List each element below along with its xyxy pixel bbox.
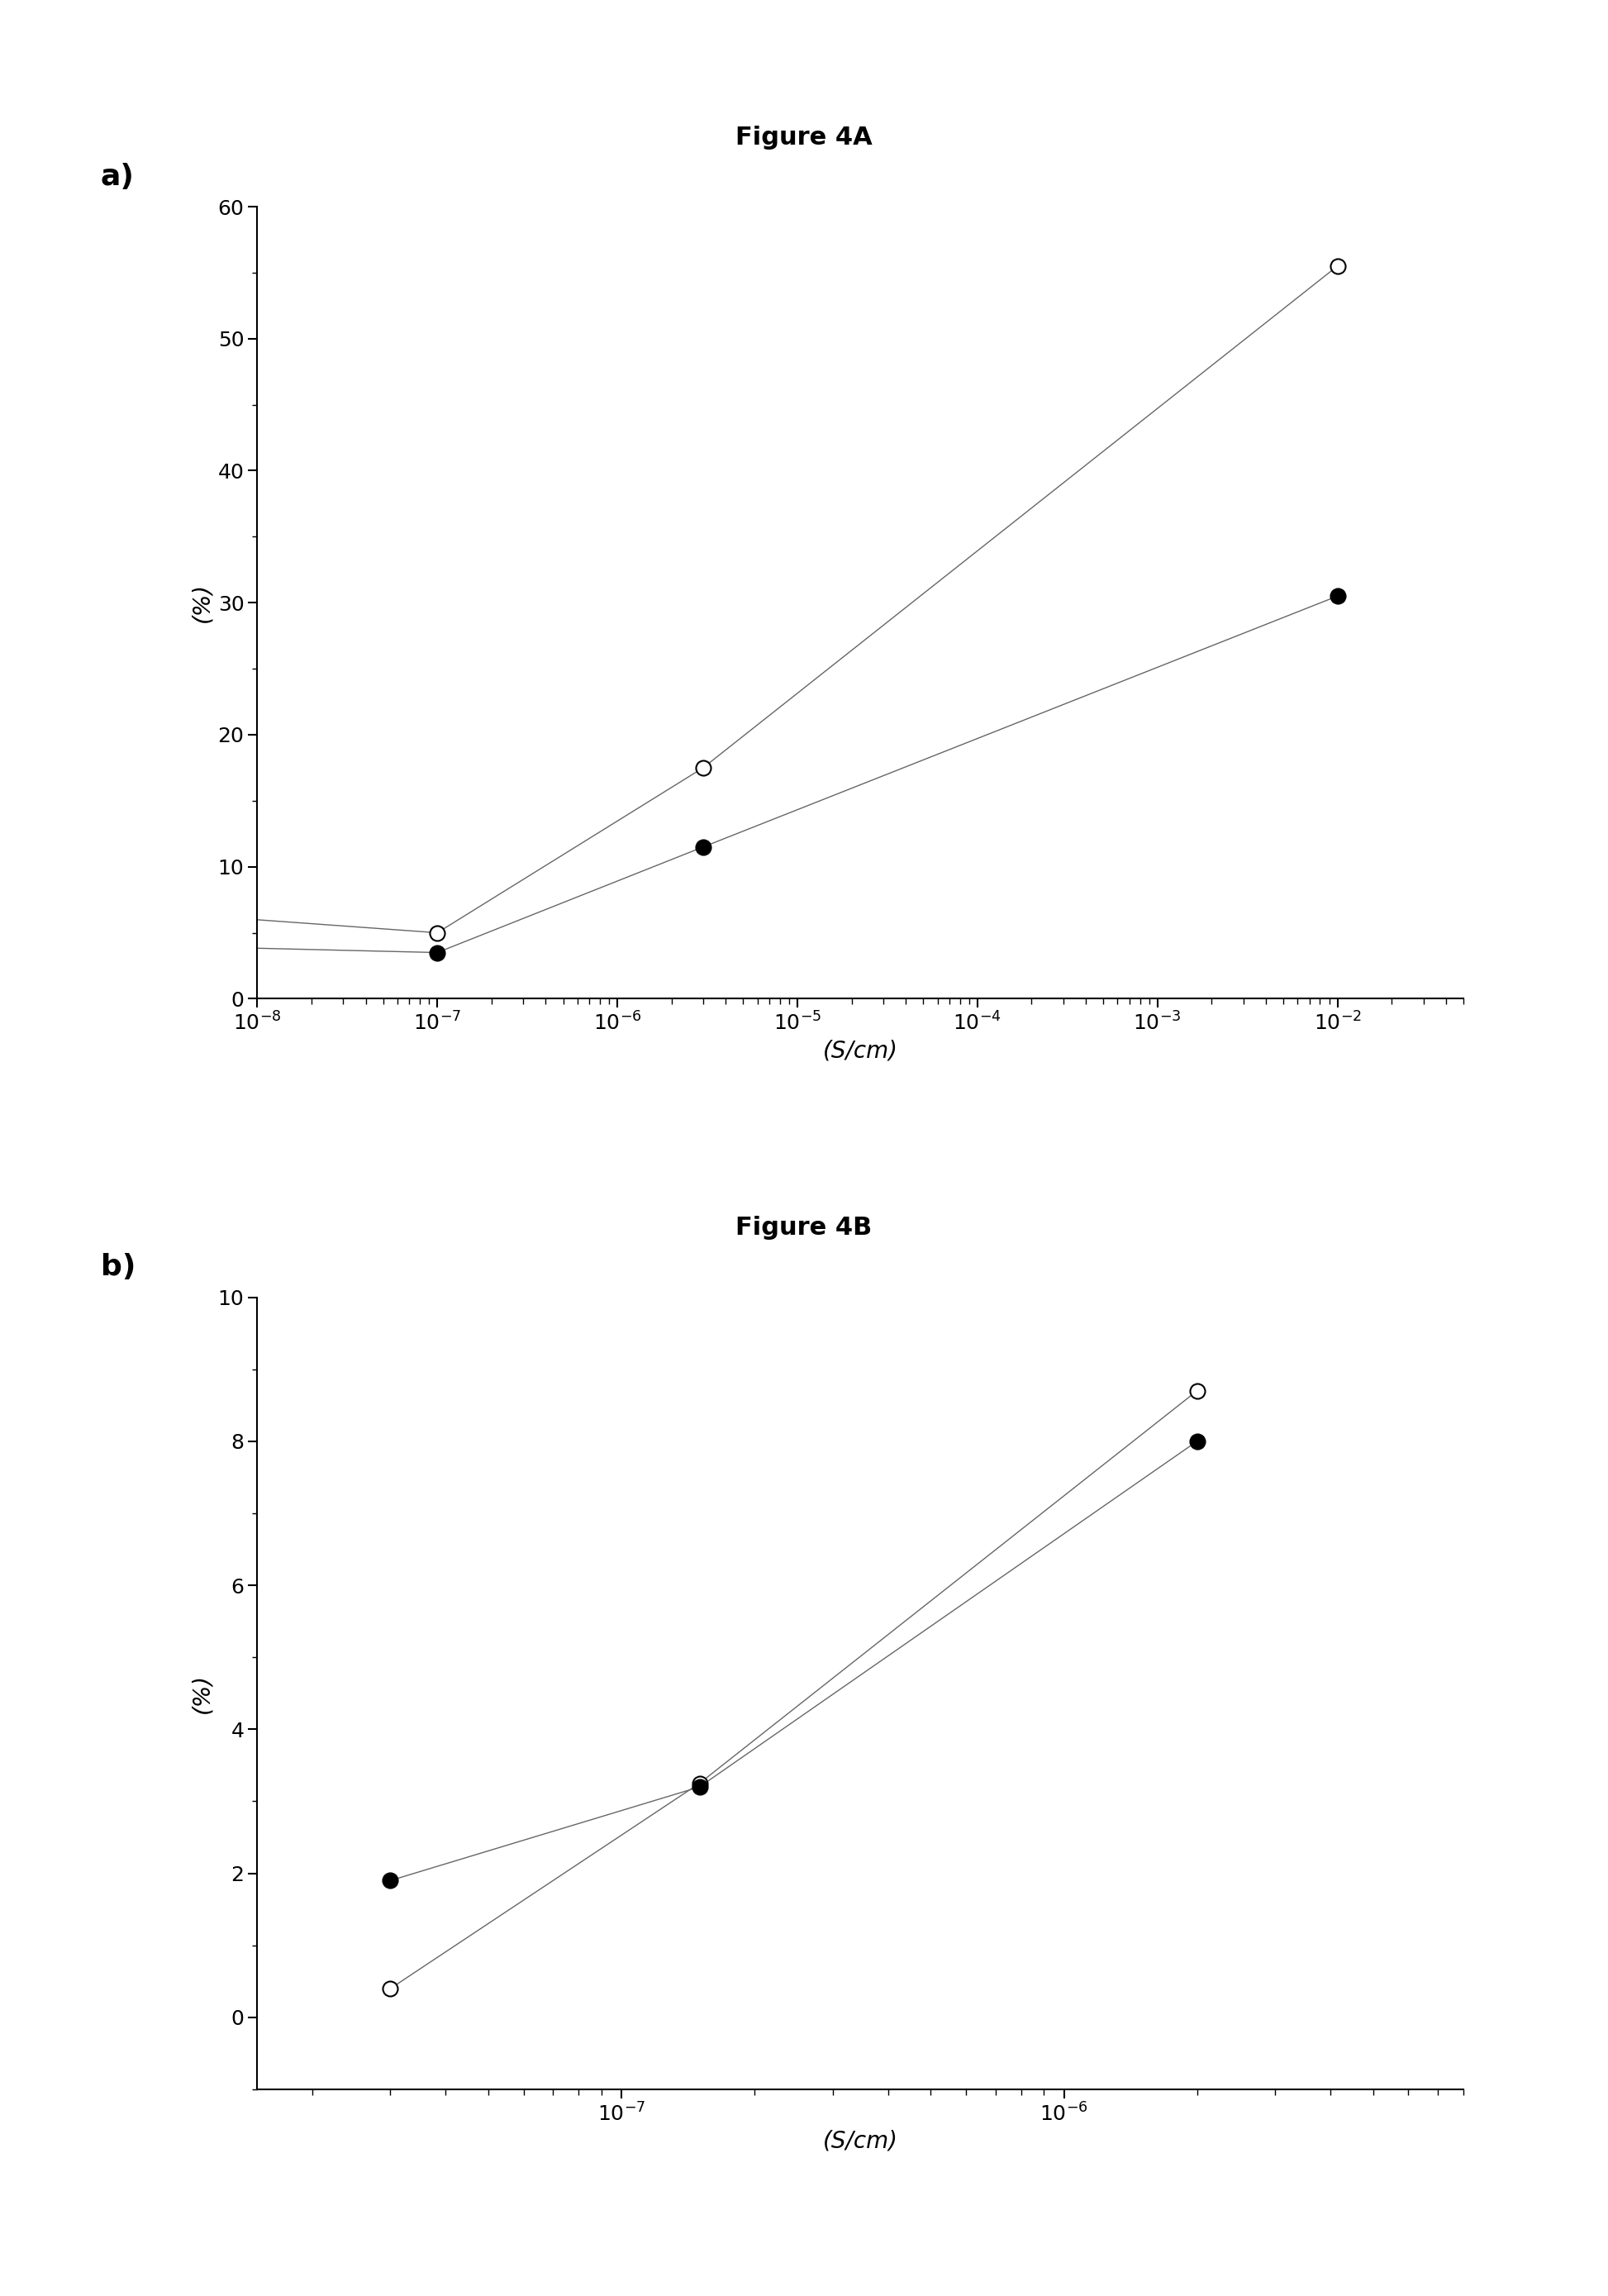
Text: Figure 4A: Figure 4A bbox=[735, 126, 873, 149]
Y-axis label: (%): (%) bbox=[190, 1674, 214, 1713]
Text: Figure 4B: Figure 4B bbox=[736, 1217, 872, 1240]
Y-axis label: (%): (%) bbox=[190, 583, 214, 622]
X-axis label: (S/cm): (S/cm) bbox=[823, 2131, 897, 2154]
X-axis label: (S/cm): (S/cm) bbox=[823, 1040, 897, 1063]
Text: b): b) bbox=[100, 1254, 135, 1281]
Text: a): a) bbox=[100, 163, 135, 191]
